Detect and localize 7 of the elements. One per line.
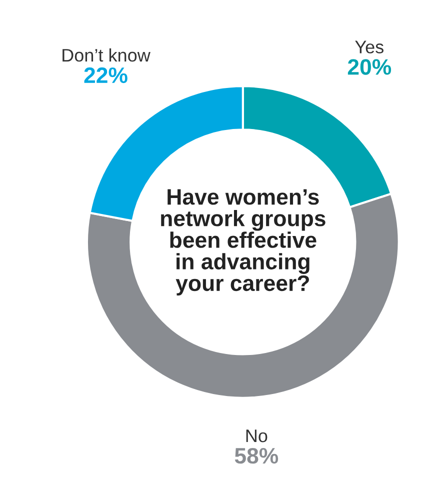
data-label: 22% [84, 67, 128, 84]
slice-label: Yes [355, 40, 384, 54]
slice-label: Don’t know [62, 48, 150, 62]
slice-label: No [246, 430, 268, 442]
text: Have women’s network groups been effective in advancing your career? [161, 189, 326, 296]
data-label: 20% [348, 59, 392, 75]
data-label: 58% [234, 448, 278, 464]
